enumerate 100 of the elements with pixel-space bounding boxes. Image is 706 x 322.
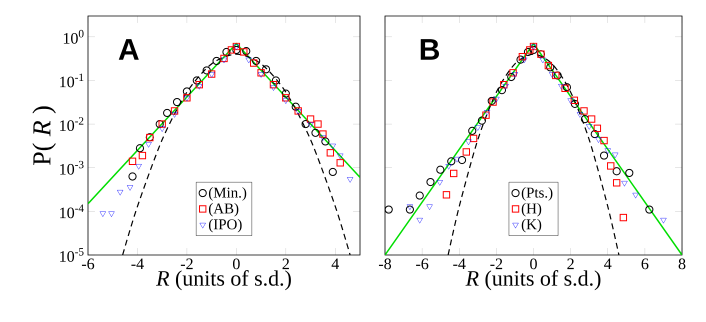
point — [498, 86, 506, 94]
point — [117, 190, 124, 196]
point — [416, 218, 423, 224]
point — [145, 142, 152, 148]
point — [222, 48, 231, 56]
point — [454, 156, 460, 162]
point — [518, 53, 526, 60]
y-tick-label: 10$^{-5}$ — [60, 248, 84, 262]
point — [306, 115, 314, 123]
point — [621, 180, 628, 186]
point — [252, 56, 260, 66]
point — [620, 214, 628, 222]
legend-label: (AB) — [208, 203, 238, 217]
point — [202, 66, 211, 74]
x-tick-label: -4 — [131, 258, 144, 270]
point — [302, 120, 310, 128]
x-tick-label: -8 — [378, 258, 392, 270]
point — [612, 179, 620, 187]
point — [196, 80, 203, 88]
point — [478, 116, 486, 125]
point — [282, 94, 290, 102]
point — [588, 115, 596, 123]
point — [447, 157, 456, 166]
point — [509, 69, 517, 76]
point — [521, 58, 528, 64]
point — [416, 191, 424, 200]
x-axis-title: R (units of s.d.) — [156, 270, 291, 290]
x-tick-label: -6 — [416, 258, 428, 270]
x-tick-label: 2 — [567, 258, 574, 270]
point — [170, 107, 178, 115]
annotation: A — [118, 39, 139, 60]
point — [558, 84, 564, 90]
point — [228, 46, 236, 54]
point — [474, 125, 481, 131]
y-tick-label: 10$^{-1}$ — [60, 74, 84, 88]
point — [138, 152, 146, 160]
point — [220, 58, 228, 64]
point — [282, 90, 290, 98]
legend-label: (H) — [522, 203, 542, 217]
point — [159, 126, 166, 132]
point — [554, 71, 562, 80]
y-tick-label: 10$^{-2}$ — [60, 117, 84, 131]
point — [196, 84, 202, 90]
point — [502, 84, 509, 90]
point — [568, 98, 574, 104]
point — [321, 137, 330, 146]
point — [258, 72, 264, 78]
point — [257, 69, 265, 76]
point — [552, 72, 560, 80]
point — [320, 135, 326, 141]
point — [512, 72, 518, 78]
x-tick-label: 0 — [232, 258, 240, 270]
point — [562, 83, 572, 92]
x-tick-label: -2 — [180, 258, 193, 270]
point — [604, 148, 611, 154]
point — [436, 180, 443, 186]
point — [128, 172, 137, 181]
point — [526, 46, 534, 54]
x-tick-label: 0 — [530, 258, 537, 270]
y-tick-label: 10$^{0}$ — [64, 30, 84, 44]
x-tick-label: -6 — [82, 258, 94, 270]
point — [470, 134, 478, 142]
point — [586, 124, 592, 130]
point — [465, 140, 472, 146]
point — [450, 170, 458, 178]
point — [346, 177, 354, 183]
legend-label: (Pts.) — [522, 187, 552, 201]
point — [270, 80, 278, 88]
legend-label: (Min.) — [208, 187, 246, 201]
point — [246, 58, 252, 64]
point — [250, 59, 258, 67]
point — [482, 112, 490, 119]
point — [384, 205, 393, 214]
point — [136, 144, 144, 152]
x-axis-title: R (units of s.d.) — [466, 270, 600, 290]
point — [645, 205, 654, 214]
point — [171, 112, 178, 118]
x-tick-label: -4 — [453, 258, 466, 270]
point — [540, 58, 546, 64]
point — [576, 112, 584, 118]
annotation: B — [420, 39, 439, 60]
legend-label: (IPO) — [208, 218, 242, 232]
point — [468, 126, 476, 135]
point — [529, 46, 538, 54]
point — [632, 192, 639, 198]
point — [446, 164, 452, 170]
point — [406, 204, 414, 210]
point — [328, 168, 337, 176]
point — [192, 76, 201, 85]
point — [314, 120, 322, 128]
x-tick-label: 4 — [604, 258, 612, 270]
point — [570, 96, 578, 104]
point — [548, 72, 556, 78]
point — [292, 102, 300, 111]
point — [282, 98, 289, 104]
point — [330, 144, 336, 150]
point — [270, 85, 277, 91]
point — [220, 54, 228, 62]
point — [232, 46, 240, 54]
point — [272, 76, 280, 85]
